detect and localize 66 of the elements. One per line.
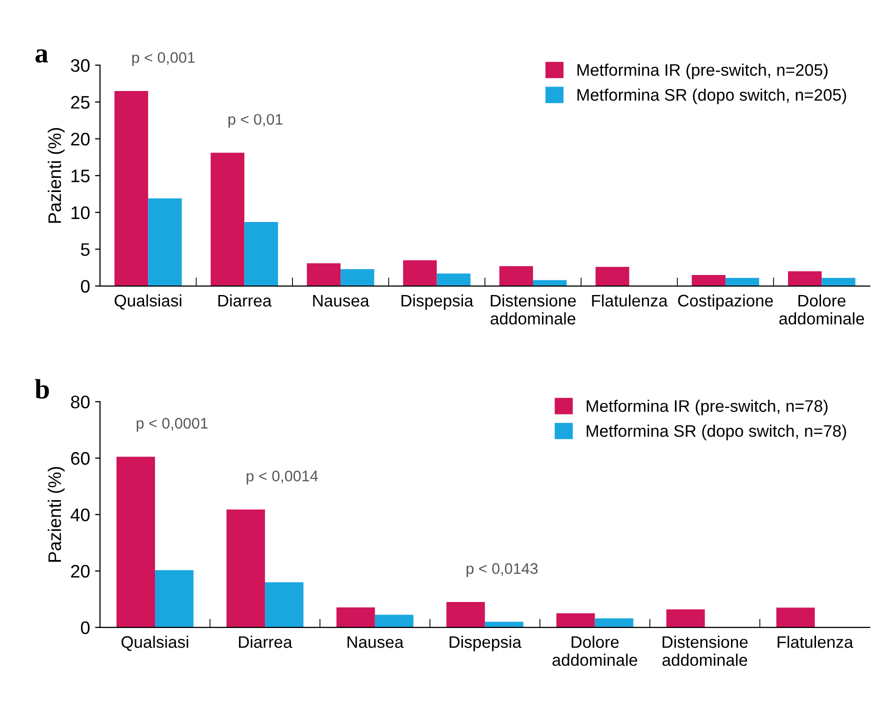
y-tick-label: 30: [70, 59, 90, 72]
y-tick-label: 5: [80, 243, 90, 256]
y-tick-label: 10: [72, 206, 90, 220]
bar: [340, 269, 374, 286]
x-tick-label: Flatulenza: [592, 294, 668, 307]
y-tick-label: 40: [70, 508, 90, 522]
bar: [116, 456, 155, 628]
bar: [306, 263, 341, 286]
x-tick-label: Dispepsia: [402, 294, 474, 310]
chart-title: a: [35, 49, 48, 63]
x-tick-label: Qualsiasi: [122, 636, 188, 651]
bar: [264, 582, 304, 628]
bar: [666, 609, 705, 628]
bar: [692, 274, 726, 286]
bar: [244, 222, 278, 286]
x-tick-label: Dispepsia: [450, 636, 522, 652]
y-tick-label: 0: [80, 280, 90, 293]
bar: [822, 278, 856, 286]
bar: [436, 273, 470, 286]
bar: [725, 278, 760, 286]
bar: [155, 570, 194, 628]
y-tick-label: 25: [71, 96, 90, 109]
x-tick-label: Diarrea: [218, 294, 272, 307]
x-tick-label: Nausea: [313, 294, 370, 307]
x-tick-label: Diarrea: [239, 636, 292, 648]
bar: [403, 260, 437, 286]
bar: [596, 266, 630, 286]
bar: [776, 608, 815, 628]
bar: [210, 152, 244, 286]
bar: [594, 618, 634, 628]
y-tick-label: 60: [71, 452, 90, 465]
x-tick-label: Flatulenza: [778, 636, 854, 648]
x-tick-label: Distensione addominale: [662, 636, 748, 666]
y-tick-label: 15: [72, 170, 90, 182]
bar: [499, 266, 534, 286]
chart-title: b: [34, 379, 49, 399]
annotation: p < 0,0143: [466, 563, 538, 577]
legend-label: Metformina SR (dopo switch, n=205): [578, 88, 846, 104]
x-tick-label: Costipazione: [678, 294, 773, 310]
y-tick-label: 20: [71, 564, 90, 578]
legend-label: Metformina IR (pre-switch, n=205): [578, 64, 828, 80]
bar: [148, 198, 182, 286]
bar: [788, 271, 822, 286]
annotation: p < 0,01: [228, 114, 282, 128]
annotation: p < 0,0001: [136, 418, 208, 432]
y-tick-label: 0: [80, 621, 90, 634]
legend-label: Metformina SR (dopo switch, n=78): [586, 424, 846, 440]
bar: [556, 613, 595, 628]
bar: [114, 90, 148, 286]
bar: [533, 280, 567, 286]
y-tick-label: 20: [71, 132, 90, 146]
x-tick-label: Nausea: [348, 636, 404, 648]
y-axis-title: Pazienti (%): [48, 466, 65, 562]
y-axis-title: Pazienti (%): [48, 128, 65, 223]
x-tick-label: Qualsiasi: [114, 294, 182, 310]
bar: [226, 509, 265, 628]
annotation: p < 0,001: [132, 52, 195, 66]
bar: [374, 614, 414, 628]
legend-label: Metformina IR (pre-switch, n=78): [586, 400, 828, 416]
y-tick-label: 80: [70, 396, 90, 408]
x-tick-label: Dolore addominale: [779, 294, 864, 325]
bar: [336, 607, 375, 628]
x-tick-label: Distensione addominale: [490, 294, 576, 325]
x-tick-label: Dolore addominale: [552, 636, 638, 666]
bar: [446, 602, 485, 628]
annotation: p < 0,0014: [246, 470, 318, 484]
